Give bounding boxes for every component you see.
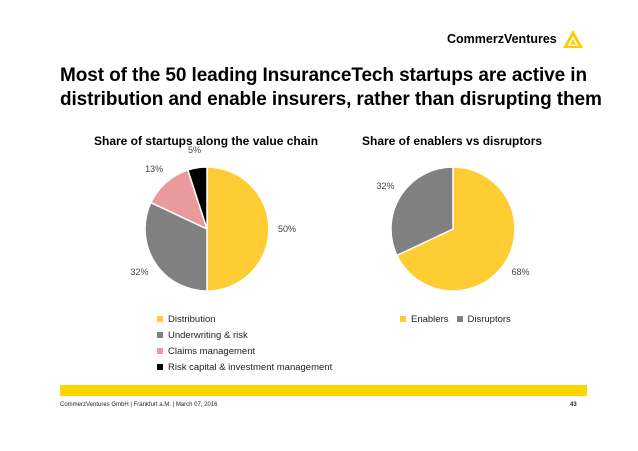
page-number: 43 <box>570 402 577 408</box>
legend-item-claims: Claims management <box>157 343 332 359</box>
legend-label-disruptors: Disruptors <box>467 313 511 325</box>
legend-item-distribution: Distribution <box>157 311 332 327</box>
footer-accent-bar <box>60 385 587 396</box>
pie-slice-risk-capital-and-investment-management <box>186 166 208 230</box>
brand-name: CommerzVentures <box>447 32 557 46</box>
legend-swatch-underwriting <box>157 332 163 338</box>
legend-swatch-claims <box>157 348 163 354</box>
legend-item-enablers: Enablers <box>400 311 449 327</box>
pie-slice-underwriting-and-risk <box>144 201 208 292</box>
legend-item-disruptors: Disruptors <box>456 311 511 327</box>
legend-item-risk-capital: Risk capital & investment management <box>157 359 332 375</box>
legend-item-underwriting: Underwriting & risk <box>157 327 332 343</box>
legend-swatch-disruptors <box>456 316 463 322</box>
pie-slice-distribution <box>206 166 270 292</box>
headline-line-1: Most of the 50 leading InsuranceTech sta… <box>60 65 587 86</box>
pie-chart-value-chain: 50% 32% 13% 5% <box>130 145 296 292</box>
legend-swatch-enablers <box>400 316 406 322</box>
pie-label-underwriting-and-risk: 32% <box>130 267 148 277</box>
pie-slice-enablers <box>395 166 516 292</box>
footer-text: CommerzVentures GmbH | Frankfurt a.M. | … <box>60 402 218 408</box>
pie-slice-disruptors <box>390 166 454 257</box>
headline-line-2: distribution and enable insurers, rather… <box>60 89 602 110</box>
chart-1-title: Share of startups along the value chain <box>94 134 319 148</box>
legend-label-claims: Claims management <box>168 345 256 357</box>
chart-2-title: Share of enablers vs disruptors <box>362 134 543 148</box>
pie-chart-enablers-disruptors: 68% 32% <box>376 166 530 292</box>
commerzbank-logo-icon <box>563 30 583 48</box>
slide-headline: Most of the 50 leading InsuranceTech sta… <box>60 64 620 112</box>
legend-label-risk-capital: Risk capital & investment management <box>168 361 333 373</box>
legend-value-chain: Distribution Underwriting & risk Claims … <box>157 311 332 375</box>
legend-enablers-disruptors: Enablers Disruptors <box>400 311 519 327</box>
pie-label-distribution: 50% <box>278 224 296 234</box>
legend-swatch-risk-capital <box>157 364 163 370</box>
pie-label-disruptors: 32% <box>376 181 394 191</box>
pie-label-risk-capital-and-investment-management: 5% <box>188 145 201 155</box>
pie-label-enablers: 68% <box>512 267 530 277</box>
legend-swatch-distribution <box>157 316 163 322</box>
legend-label-distribution: Distribution <box>168 313 216 325</box>
pie-label-claims-management: 13% <box>145 164 163 174</box>
legend-label-enablers: Enablers <box>411 313 449 325</box>
legend-label-underwriting: Underwriting & risk <box>168 329 248 341</box>
